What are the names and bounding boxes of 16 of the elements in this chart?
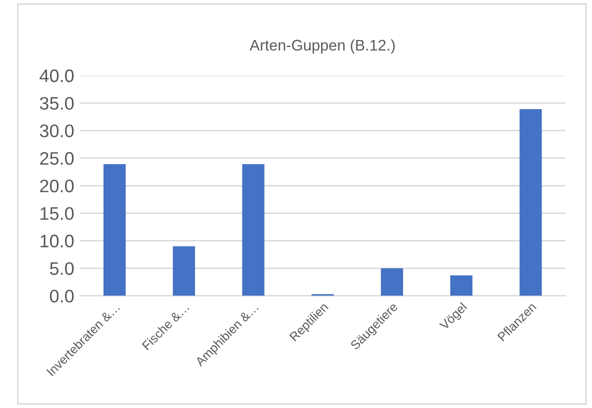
y-tick-label: 0.0 [50,290,74,303]
y-tick-label: 40.0 [40,69,74,82]
bar [104,164,126,296]
y-tick-label: 30.0 [40,124,74,138]
bar [242,164,264,296]
bar [380,268,404,296]
y-tick-label: 10.0 [40,234,74,248]
y-tick-label: 20.0 [40,180,74,192]
y-tick-label: 35.0 [40,96,74,110]
y-tick-label: 15.0 [40,207,74,220]
y-tick-label: 5.0 [50,262,74,275]
chart-title: Arten-Guppen (B.12.) [250,39,395,54]
bar [450,275,472,296]
y-tick-label: 25.0 [40,152,74,165]
bar [172,246,196,296]
bar [520,109,542,296]
